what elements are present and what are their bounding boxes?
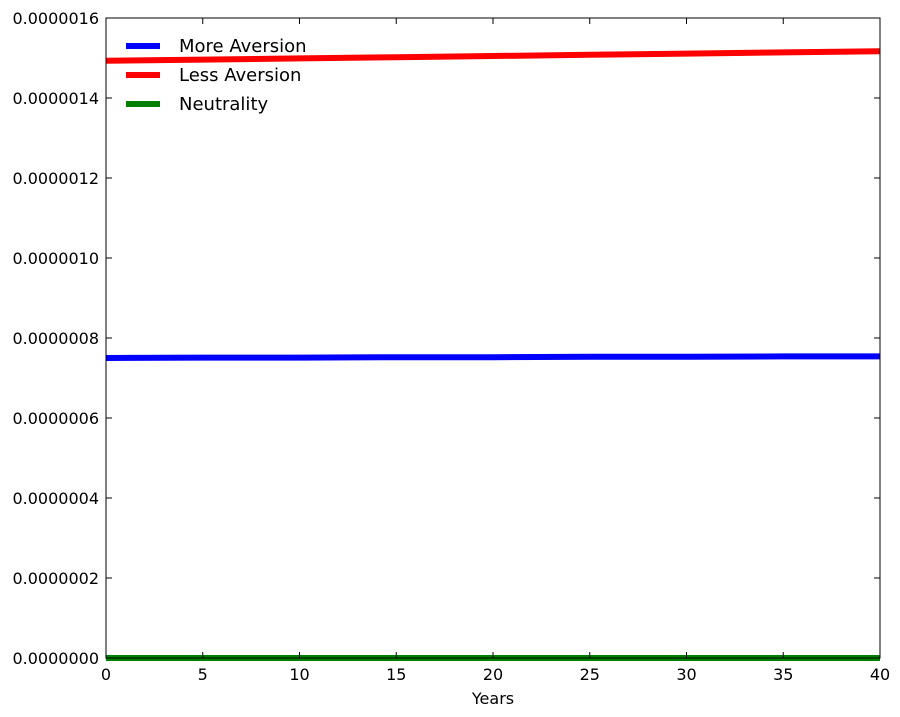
legend-label-1: More Aversion: [179, 36, 307, 57]
x-tick-label: 15: [386, 665, 406, 684]
y-tick-label: 0.0000014: [12, 89, 99, 108]
y-tick-label: 0.0000016: [12, 9, 99, 28]
x-tick-label: 20: [483, 665, 503, 684]
x-tick-label: 0: [101, 665, 111, 684]
legend-label-3: Neutrality: [179, 94, 268, 115]
y-tick-label: 0.0000006: [12, 409, 99, 428]
x-tick-label: 35: [773, 665, 793, 684]
legend-label-2: Less Aversion: [179, 65, 301, 86]
legend: More Aversion Less Aversion Neutrality: [126, 36, 307, 115]
x-axis-title: Years: [471, 689, 514, 708]
y-tick-label: 0.0000008: [12, 329, 99, 348]
plot-area: [106, 18, 880, 658]
x-tick-label: 30: [676, 665, 696, 684]
x-tick-label: 5: [198, 665, 208, 684]
y-tick-label: 0.0000004: [12, 489, 99, 508]
ticks-layer: 0 5 10 15 20 25 30 35 40 0.0000000 0.0000002 0.0000…: [12, 9, 890, 684]
series-line-1: [105, 353, 880, 361]
y-tick-label: 0.0000010: [12, 249, 99, 268]
y-tick-label: 0.0000000: [12, 649, 99, 668]
series-line-2: [105, 48, 881, 64]
y-tick-label: 0.0000012: [12, 169, 99, 188]
y-tick-label: 0.0000002: [12, 569, 99, 588]
x-tick-label: 25: [580, 665, 600, 684]
x-tick-label: 40: [870, 665, 890, 684]
x-tick-label: 10: [289, 665, 309, 684]
